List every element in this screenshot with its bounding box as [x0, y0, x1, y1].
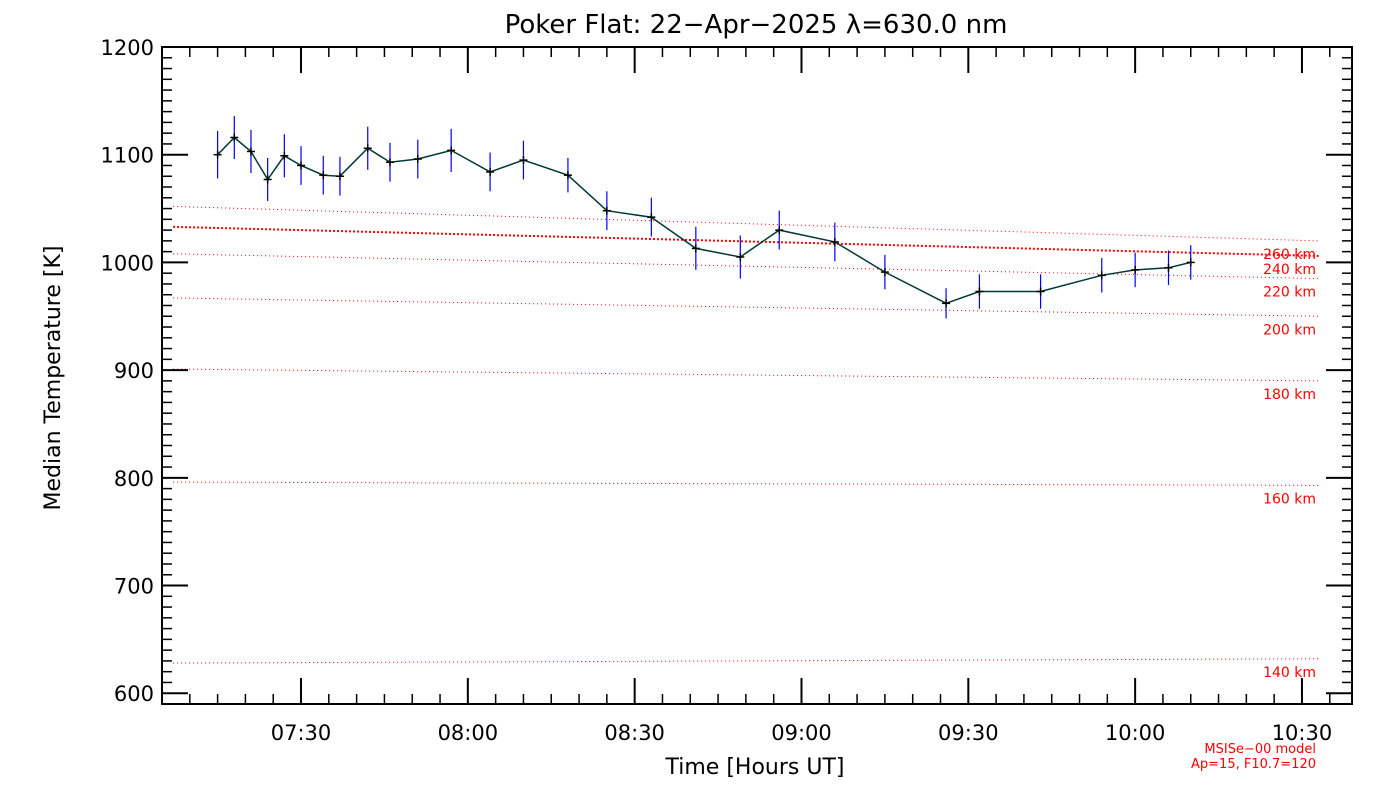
x-axis-label: Time [Hours UT] — [665, 755, 845, 780]
x-tick-label: 08:00 — [438, 721, 499, 745]
data-point — [830, 237, 839, 246]
data-point — [1036, 287, 1045, 296]
data-point — [319, 171, 328, 180]
x-tick-label: 09:00 — [771, 721, 832, 745]
model-curve-label: 260 km — [1263, 247, 1316, 263]
data-point — [213, 150, 222, 159]
data-point — [942, 299, 951, 308]
y-tick-label: 1000 — [101, 251, 154, 275]
data-point — [563, 171, 572, 180]
model-curve — [173, 368, 1319, 382]
data-point — [775, 226, 784, 235]
data-point — [880, 268, 889, 277]
plot-frame — [161, 46, 1353, 705]
model-curve-label: 140 km — [1263, 665, 1316, 681]
data-point — [602, 206, 611, 215]
data-point — [1131, 265, 1140, 274]
data-point — [280, 151, 289, 160]
data-point — [447, 146, 456, 155]
x-tick-label: 07:30 — [271, 721, 332, 745]
data-point — [1164, 263, 1173, 272]
y-tick-label: 900 — [114, 359, 154, 383]
model-note-name: MSISe−00 model — [1204, 742, 1316, 757]
data-point — [363, 144, 372, 153]
x-tick-label: 08:30 — [604, 721, 665, 745]
model-curve — [173, 297, 1319, 317]
y-axis-label: Median Temperature [K] — [41, 246, 66, 511]
model-curve — [173, 658, 1319, 664]
model-curve — [173, 225, 1319, 257]
model-curve-label: 180 km — [1263, 387, 1316, 403]
data-point — [691, 244, 700, 253]
y-tick-label: 1100 — [101, 144, 154, 168]
data-point — [1186, 258, 1195, 267]
data-point — [736, 253, 745, 262]
x-tick-label: 09:30 — [938, 721, 999, 745]
model-curve — [173, 253, 1319, 280]
model-curve-label: 160 km — [1263, 491, 1316, 507]
data-point — [647, 213, 656, 222]
data-point — [230, 133, 239, 142]
chart-title: Poker Flat: 22−Apr−2025 λ=630.0 nm — [505, 10, 1008, 40]
data-point — [1097, 271, 1106, 280]
model-curve-label: 220 km — [1263, 285, 1316, 301]
series-line — [217, 136, 1191, 305]
data-point — [486, 167, 495, 176]
data-point — [263, 175, 272, 184]
x-tick-label: 10:00 — [1105, 721, 1166, 745]
y-tick-label: 800 — [114, 467, 154, 491]
y-tick-label: 1200 — [101, 36, 154, 60]
data-point — [413, 155, 422, 164]
model-curve — [173, 481, 1319, 486]
y-tick-label: 700 — [114, 575, 154, 599]
model-note-params: Ap=15, F10.7=120 — [1191, 757, 1316, 772]
data-point — [335, 172, 344, 181]
model-curve-label: 200 km — [1263, 322, 1316, 338]
data-point — [385, 158, 394, 167]
x-tick-label: 10:30 — [1272, 721, 1333, 745]
model-curve — [173, 205, 1319, 242]
data-point — [246, 147, 255, 156]
data-point — [519, 156, 528, 165]
data-point — [975, 287, 984, 296]
model-curve-label: 240 km — [1263, 262, 1316, 278]
data-point — [297, 161, 306, 170]
y-tick-label: 600 — [114, 682, 154, 706]
